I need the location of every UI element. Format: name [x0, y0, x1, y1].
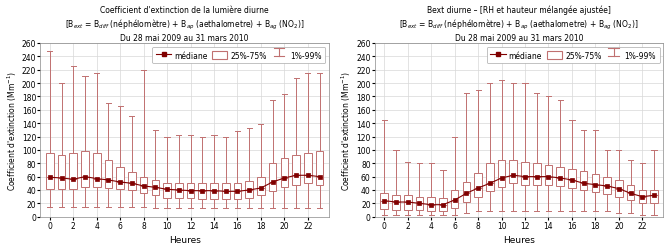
Y-axis label: Coefficient d'extinction (Mm$^{-1}$): Coefficient d'extinction (Mm$^{-1}$): [5, 70, 19, 190]
Bar: [415, 197, 423, 210]
Bar: [462, 182, 470, 202]
Bar: [222, 184, 229, 200]
Bar: [557, 167, 564, 186]
Bar: [580, 172, 587, 190]
Bar: [163, 184, 171, 198]
Bar: [451, 190, 458, 208]
Bar: [615, 180, 623, 197]
Bar: [269, 164, 276, 192]
Legend: médiane, 25%-75%, 1%-99%: médiane, 25%-75%, 1%-99%: [486, 48, 660, 64]
Bar: [140, 177, 147, 194]
Bar: [187, 184, 195, 198]
Bar: [280, 158, 288, 187]
Bar: [116, 167, 124, 189]
X-axis label: Heures: Heures: [169, 236, 201, 244]
Bar: [510, 160, 517, 184]
Bar: [392, 195, 400, 210]
X-axis label: Heures: Heures: [503, 236, 535, 244]
Title: Bext diurne – [RH et hauteur mélangée ajustée]
[B$_{ext}$ = B$_{diff}$ (néphélom: Bext diurne – [RH et hauteur mélangée aj…: [399, 6, 639, 43]
Bar: [93, 154, 100, 188]
Bar: [591, 174, 599, 192]
Y-axis label: Coefficient d'extinction (Mm$^{-1}$): Coefficient d'extinction (Mm$^{-1}$): [340, 70, 353, 190]
Bar: [498, 160, 505, 187]
Bar: [474, 174, 482, 197]
Bar: [304, 154, 312, 184]
Bar: [70, 154, 77, 189]
Bar: [404, 196, 411, 210]
Bar: [81, 152, 89, 188]
Bar: [568, 169, 576, 188]
Bar: [257, 177, 265, 196]
Legend: médiane, 25%-75%, 1%-99%: médiane, 25%-75%, 1%-99%: [152, 48, 325, 64]
Bar: [603, 177, 611, 194]
Title: Coefficient d'extinction de la lumière diurne
[B$_{ext}$ = B$_{diff}$ (néphélomè: Coefficient d'extinction de la lumière d…: [65, 6, 304, 43]
Bar: [58, 155, 66, 189]
Bar: [292, 156, 300, 185]
Bar: [627, 185, 634, 200]
Bar: [521, 162, 529, 185]
Bar: [427, 197, 435, 212]
Bar: [650, 190, 658, 203]
Bar: [533, 164, 541, 185]
Bar: [545, 165, 553, 186]
Bar: [199, 184, 206, 199]
Bar: [152, 180, 159, 196]
Bar: [104, 160, 112, 188]
Bar: [210, 184, 218, 199]
Bar: [246, 182, 253, 198]
Bar: [175, 184, 183, 198]
Bar: [638, 190, 646, 203]
Bar: [46, 154, 54, 189]
Bar: [486, 164, 494, 192]
Bar: [381, 194, 388, 209]
Bar: [128, 172, 136, 190]
Bar: [233, 184, 242, 200]
Bar: [316, 152, 323, 185]
Bar: [439, 198, 447, 211]
